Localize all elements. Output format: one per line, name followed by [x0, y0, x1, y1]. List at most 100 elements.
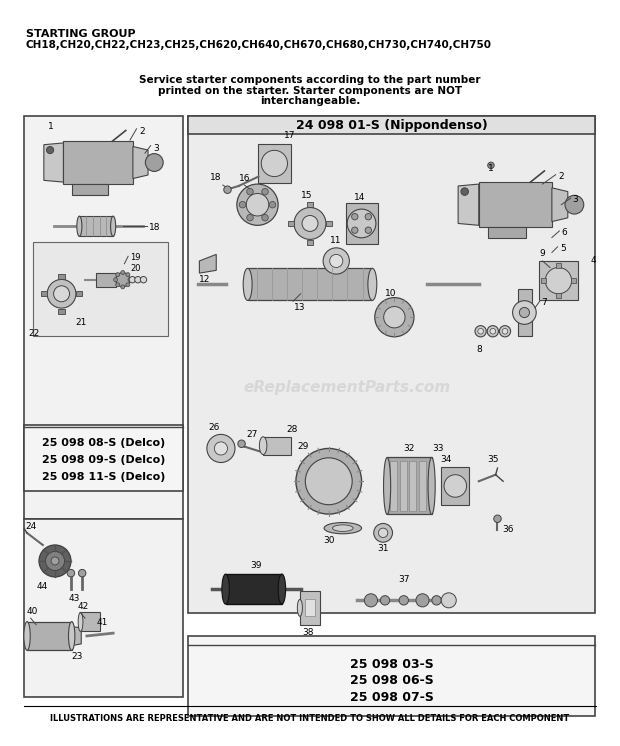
- Text: 15: 15: [301, 191, 312, 200]
- Polygon shape: [518, 289, 532, 336]
- Circle shape: [416, 594, 429, 607]
- Bar: [570, 278, 576, 283]
- Bar: [307, 240, 313, 245]
- Circle shape: [45, 551, 64, 571]
- Circle shape: [374, 524, 392, 542]
- Ellipse shape: [368, 269, 377, 301]
- Bar: [188, 636, 595, 715]
- Circle shape: [47, 280, 76, 308]
- Text: eReplacementParts.com: eReplacementParts.com: [244, 380, 451, 395]
- Circle shape: [237, 184, 278, 225]
- Polygon shape: [81, 612, 100, 631]
- Circle shape: [478, 328, 484, 334]
- Polygon shape: [73, 184, 108, 195]
- Circle shape: [46, 146, 54, 154]
- Circle shape: [490, 328, 495, 334]
- Circle shape: [365, 594, 378, 607]
- Ellipse shape: [222, 574, 229, 604]
- Polygon shape: [63, 141, 133, 184]
- Text: 31: 31: [378, 544, 389, 553]
- Circle shape: [262, 214, 268, 221]
- Text: 35: 35: [487, 455, 498, 465]
- Polygon shape: [247, 269, 373, 301]
- Circle shape: [115, 272, 130, 287]
- Bar: [399, 461, 407, 511]
- Text: 19: 19: [130, 252, 141, 262]
- Text: 34: 34: [440, 455, 451, 465]
- Text: 40: 40: [27, 607, 38, 616]
- Circle shape: [128, 278, 132, 282]
- Circle shape: [116, 283, 120, 286]
- Polygon shape: [259, 144, 291, 183]
- Text: 4: 4: [590, 257, 596, 266]
- Circle shape: [261, 151, 288, 177]
- Text: 9: 9: [539, 249, 546, 258]
- Circle shape: [126, 283, 130, 286]
- Text: 6: 6: [561, 228, 567, 237]
- Bar: [409, 461, 417, 511]
- Ellipse shape: [384, 457, 391, 515]
- Ellipse shape: [259, 436, 267, 454]
- Text: 18: 18: [149, 222, 160, 231]
- Circle shape: [67, 569, 74, 577]
- Bar: [539, 261, 578, 301]
- Circle shape: [79, 569, 86, 577]
- Text: 25 098 03-S: 25 098 03-S: [350, 657, 433, 671]
- Circle shape: [499, 326, 511, 337]
- Circle shape: [565, 195, 584, 214]
- Text: 25 098 11-S (Delco): 25 098 11-S (Delco): [42, 472, 166, 482]
- Text: 25 098 09-S (Delco): 25 098 09-S (Delco): [42, 455, 166, 465]
- Polygon shape: [441, 467, 469, 505]
- Bar: [41, 292, 47, 296]
- Text: 20: 20: [130, 264, 141, 273]
- Ellipse shape: [324, 522, 361, 534]
- Text: 38: 38: [303, 627, 314, 636]
- Text: 3: 3: [572, 195, 578, 204]
- Bar: [76, 292, 82, 296]
- Circle shape: [294, 207, 326, 239]
- Circle shape: [140, 277, 147, 283]
- Circle shape: [239, 201, 246, 208]
- Circle shape: [224, 186, 231, 193]
- Text: 36: 36: [502, 525, 514, 534]
- Text: 8: 8: [477, 345, 482, 354]
- Bar: [188, 116, 595, 612]
- Circle shape: [352, 227, 358, 233]
- Circle shape: [374, 298, 414, 336]
- Text: Service starter components according to the part number: Service starter components according to …: [140, 75, 480, 85]
- Polygon shape: [200, 254, 216, 273]
- Polygon shape: [479, 182, 552, 228]
- Circle shape: [378, 528, 388, 538]
- Text: 3: 3: [153, 144, 159, 153]
- Ellipse shape: [78, 612, 83, 631]
- Circle shape: [207, 434, 235, 463]
- Text: 7: 7: [541, 298, 547, 307]
- Text: 37: 37: [398, 575, 409, 584]
- Text: STARTING GROUP: STARTING GROUP: [26, 29, 136, 40]
- Ellipse shape: [428, 457, 435, 515]
- Polygon shape: [488, 228, 526, 239]
- Circle shape: [444, 474, 467, 497]
- Circle shape: [53, 286, 69, 301]
- Circle shape: [302, 216, 318, 231]
- Text: 2: 2: [140, 127, 145, 136]
- Polygon shape: [300, 591, 320, 624]
- Text: 1: 1: [488, 164, 494, 173]
- Circle shape: [113, 278, 118, 282]
- Bar: [326, 221, 332, 226]
- Text: CH18,CH20,CH22,CH23,CH25,CH620,CH640,CH670,CH680,CH730,CH740,CH750: CH18,CH20,CH22,CH23,CH25,CH620,CH640,CH6…: [26, 40, 492, 50]
- Polygon shape: [97, 272, 117, 287]
- Polygon shape: [552, 188, 568, 222]
- Circle shape: [520, 307, 529, 318]
- Bar: [32, 242, 169, 336]
- Text: 10: 10: [385, 289, 397, 298]
- Circle shape: [126, 272, 130, 277]
- Polygon shape: [133, 146, 148, 178]
- Text: 28: 28: [286, 425, 298, 434]
- Text: 21: 21: [76, 318, 87, 327]
- Ellipse shape: [77, 216, 82, 236]
- Bar: [307, 202, 313, 207]
- Circle shape: [487, 326, 498, 337]
- Circle shape: [262, 189, 268, 195]
- Polygon shape: [27, 621, 72, 651]
